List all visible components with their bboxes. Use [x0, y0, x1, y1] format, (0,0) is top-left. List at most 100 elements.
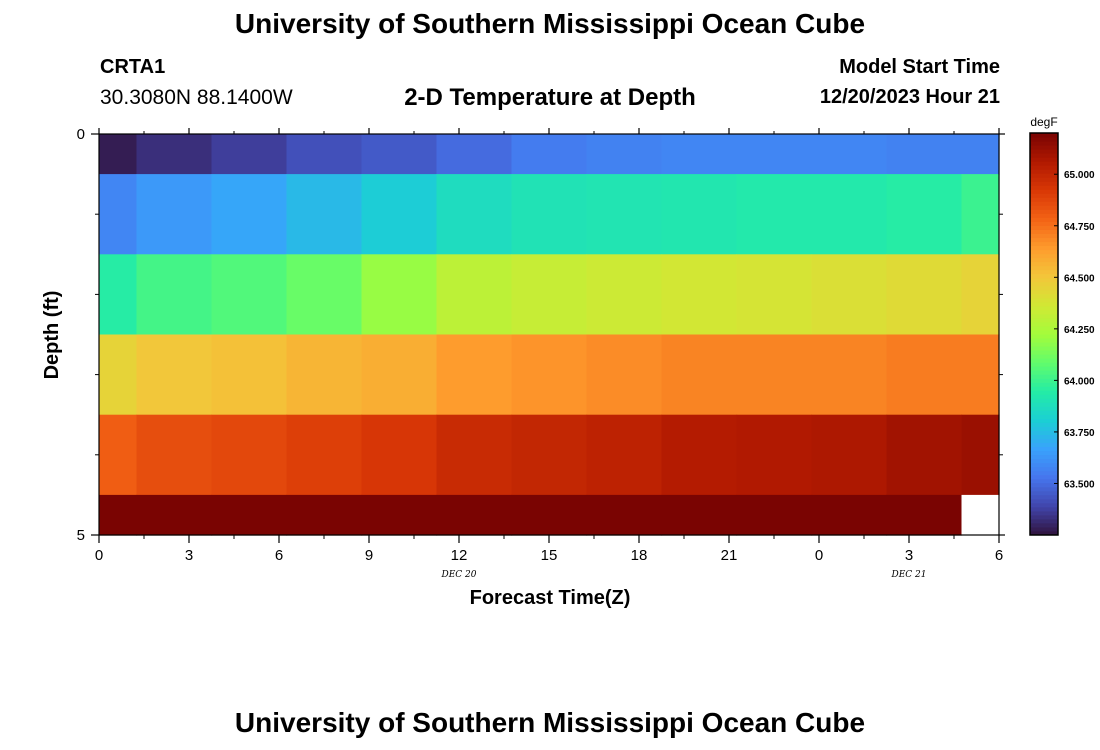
bottom-page-title: University of Southern Mississippi Ocean… [234, 707, 866, 738]
heatmap-cell [99, 494, 138, 536]
x-axis-label: Forecast Time(Z) [470, 587, 631, 609]
heatmap-cell [811, 414, 888, 496]
heatmap-cell [136, 334, 213, 416]
heatmap-cell [511, 494, 588, 536]
heatmap-cell [886, 494, 963, 536]
colorbar-segment [1030, 329, 1058, 335]
colorbar-segment [1030, 237, 1058, 243]
colorbar-segment [1030, 141, 1058, 146]
colorbar-segment [1030, 378, 1058, 383]
heatmap-cell [586, 494, 663, 536]
heatmap-cell [511, 174, 588, 255]
x-tick-label: 21 [721, 547, 738, 564]
heatmap-cell [811, 494, 888, 536]
heatmap-cell [811, 134, 888, 175]
heatmap-cell [99, 134, 138, 175]
colorbar-segment [1030, 277, 1058, 283]
colorbar-segment [1030, 490, 1058, 496]
colorbar-segment [1030, 406, 1058, 411]
colorbar-segment [1030, 301, 1058, 307]
colorbar-segment [1030, 446, 1058, 452]
colorbar-segment [1030, 402, 1058, 407]
colorbar-segment [1030, 321, 1058, 327]
colorbar-segment [1030, 434, 1058, 440]
colorbar-segment [1030, 518, 1058, 524]
colorbar-segment [1030, 370, 1058, 375]
colorbar-segment [1030, 442, 1058, 448]
heatmap-cell [436, 414, 513, 496]
colorbar-segment [1030, 366, 1058, 371]
colorbar-segment [1030, 209, 1058, 214]
colorbar-segment [1030, 245, 1058, 251]
colorbar-segment [1030, 325, 1058, 331]
heatmap-cell [511, 134, 588, 175]
heatmap-cell [886, 334, 963, 416]
colorbar-tick-label: 65.000 [1064, 170, 1095, 181]
colorbar-segment [1030, 382, 1058, 387]
heatmap-cell [586, 134, 663, 175]
station-coordinates: 30.3080N 88.1400W [100, 86, 293, 109]
heatmap-cell [286, 494, 363, 536]
model-start-label: Model Start Time [839, 56, 1000, 78]
colorbar-segment [1030, 257, 1058, 263]
x-tick-label: 0 [815, 547, 823, 564]
colorbar-segment [1030, 414, 1058, 419]
colorbar-segment [1030, 390, 1058, 395]
x-tick-label: 9 [365, 547, 373, 564]
y-axis-label: Depth (ft) [41, 291, 63, 380]
heatmap-cell [99, 254, 138, 336]
colorbar-segment [1030, 149, 1058, 154]
colorbar-segment [1030, 510, 1058, 516]
colorbar-segment [1030, 173, 1058, 178]
heatmap-cell [361, 174, 438, 255]
colorbar-segment [1030, 482, 1058, 488]
colorbar-segment [1030, 217, 1058, 222]
heatmap-cell [811, 174, 888, 255]
colorbar-unit-label: degF [1030, 115, 1057, 129]
heatmap-cell [961, 134, 1000, 175]
colorbar-segment [1030, 273, 1058, 279]
colorbar-tick-label: 63.500 [1064, 479, 1095, 490]
heatmap-cell [961, 494, 1000, 536]
heatmap-cell [961, 254, 1000, 336]
colorbar-segment [1030, 494, 1058, 500]
heatmap-cell [136, 174, 213, 255]
heatmap-cell [661, 414, 738, 496]
x-tick-label: 0 [95, 547, 103, 564]
colorbar-segment [1030, 350, 1058, 355]
heatmap-cell [211, 134, 288, 175]
heatmap-cell [586, 414, 663, 496]
heatmap-cell [211, 334, 288, 416]
station-id: CRTA1 [100, 56, 166, 78]
colorbar-segment [1030, 422, 1058, 427]
colorbar-segment [1030, 506, 1058, 512]
colorbar-segment [1030, 177, 1058, 182]
colorbar-segment [1030, 193, 1058, 198]
colorbar-segment [1030, 229, 1058, 234]
heatmap-cell [211, 494, 288, 536]
heatmap-cell [136, 254, 213, 336]
colorbar-segment [1030, 522, 1058, 528]
colorbar-segment [1030, 430, 1058, 435]
heatmap-cell [211, 254, 288, 336]
heatmap-cell [886, 134, 963, 175]
heatmap-cell [286, 134, 363, 175]
colorbar-segment [1030, 474, 1058, 480]
heatmap-cell [99, 174, 138, 255]
colorbar-segment [1030, 165, 1058, 170]
heatmap-cell [736, 254, 813, 336]
colorbar-segment [1030, 458, 1058, 464]
heatmap-cell [736, 494, 813, 536]
heatmap-cell [361, 134, 438, 175]
colorbar-tick-label: 63.750 [1064, 428, 1095, 439]
colorbar-segment [1030, 225, 1058, 230]
colorbar-segment [1030, 201, 1058, 206]
colorbar-segment [1030, 289, 1058, 295]
colorbar-segment [1030, 189, 1058, 194]
colorbar-segment [1030, 157, 1058, 162]
colorbar-segment [1030, 394, 1058, 399]
x-tick-label: 3 [905, 547, 913, 564]
heatmap-cell [586, 174, 663, 255]
heatmap-cell [436, 334, 513, 416]
colorbar-tick-label: 64.250 [1064, 325, 1095, 336]
